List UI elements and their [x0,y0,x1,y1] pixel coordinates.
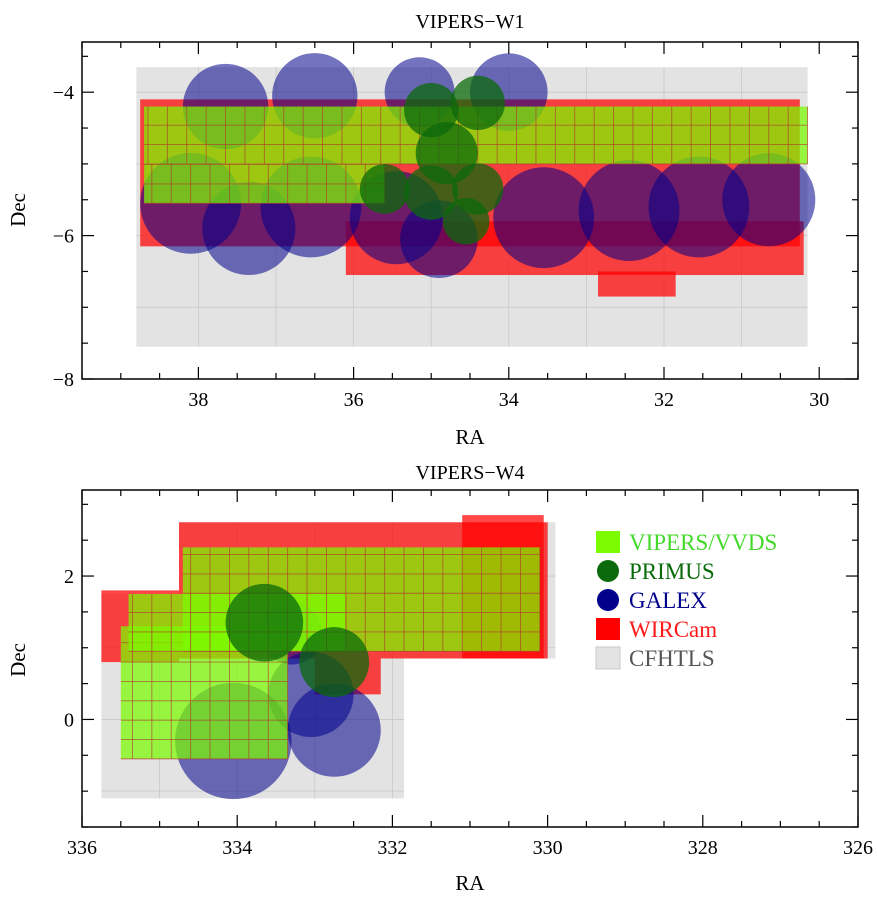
panel-w4-ticks: 336 334 332 330 328 326 0 2 [64,490,873,859]
legend-marker-primus [597,560,619,582]
w1-primus-pointing [442,197,490,245]
panel-w1-plot-area [136,53,816,347]
panel-w1-xlabel: RA [455,425,485,449]
panel-w1-ylabel: Dec [6,193,30,227]
w1-x-tick-label: 30 [809,389,829,411]
panel-w4: VIPERS−W4 336 334 332 330 328 326 0 2 RA Dec [6,462,873,895]
w1-y-tick-label: −6 [53,226,74,248]
w4-primus-pointing [225,583,304,662]
legend-label-primus: PRIMUS [629,559,715,584]
w1-galex-pointing [648,156,750,258]
panel-w1: VIPERS−W1 38 36 34 32 30 −4 −6 −8 RA Dec [6,11,859,449]
legend: VIPERS/VVDS PRIMUS GALEX WIRCam CFHTLS [595,530,777,671]
legend-marker-wircam [596,618,620,640]
w4-primus-pointing [299,627,370,698]
w1-galex-pointing [493,167,595,269]
w1-primus-pointing [415,122,478,185]
legend-label-vipers-vvds: VIPERS/VVDS [629,530,777,555]
w1-x-tick-label: 34 [499,389,519,411]
legend-marker-galex [597,589,619,611]
w4-y-tick-label: 2 [64,566,74,588]
legend-label-galex: GALEX [629,588,707,613]
w4-x-tick-label: 330 [533,837,563,859]
panel-w4-ylabel: Dec [6,643,30,677]
w1-primus-pointing [359,164,410,214]
legend-label-wircam: WIRCam [629,617,717,642]
legend-label-cfhtls: CFHTLS [629,646,715,671]
w4-x-tick-label: 336 [67,837,97,859]
w1-x-tick-label: 36 [344,389,364,411]
w4-x-tick-label: 332 [377,837,407,859]
w1-y-tick-label: −8 [53,369,74,391]
w4-x-tick-label: 328 [688,837,718,859]
panel-w1-title: VIPERS−W1 [415,11,524,33]
w1-galex-pointing [722,153,816,247]
w1-wircam-region [598,271,676,297]
w1-x-tick-label: 38 [188,389,208,411]
w4-y-tick-label: 0 [64,709,74,731]
panel-w4-plot-area [101,515,556,800]
legend-marker-cfhtls [595,646,621,670]
w1-y-tick-label: −4 [53,82,74,104]
panel-w4-xlabel: RA [455,871,485,895]
w4-x-tick-label: 326 [843,837,873,859]
legend-marker-vipers-vvds [596,531,620,553]
panel-w4-title: VIPERS−W4 [415,462,524,484]
w4-galex-pointing [287,683,381,777]
w1-primus-pointing [450,75,505,131]
panel-w1-ticks: 38 36 34 32 30 −4 −6 −8 [53,42,859,411]
w1-x-tick-label: 32 [654,389,674,411]
w4-x-tick-label: 334 [222,837,252,859]
